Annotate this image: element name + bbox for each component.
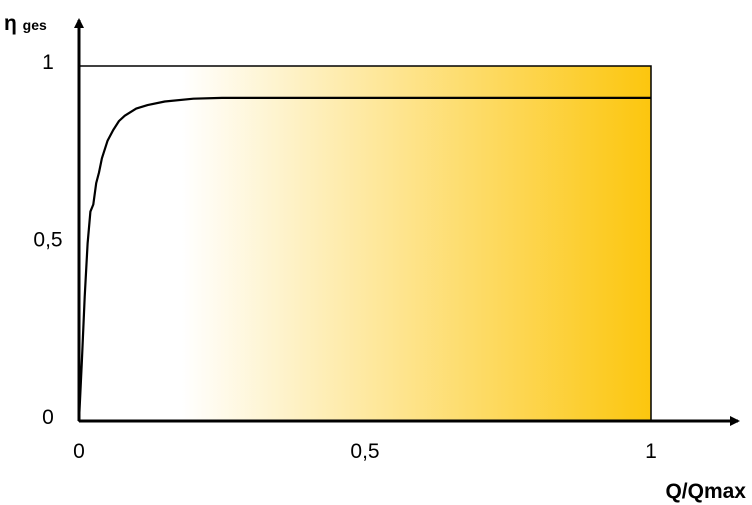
y-tick-label: 0 [42,406,54,429]
efficiency-curve [77,96,651,422]
y-axis-title-subscript: ges [23,17,47,33]
x-tick-label: 1 [645,440,657,463]
x-axis-title: Q/Qmax [665,480,746,503]
plot-background [78,65,652,422]
y-tick-labels: 00,51 [33,51,62,429]
y-tick-label: 1 [42,51,54,74]
x-tick-label: 0,5 [350,440,379,463]
y-axis-title: η ges [4,12,47,35]
y-axis-title-symbol: η [4,12,17,35]
x-tick-label: 0 [73,440,85,463]
x-tick-labels: 0 0,5 1 [73,440,657,463]
y-tick-label: 0,5 [33,229,62,252]
